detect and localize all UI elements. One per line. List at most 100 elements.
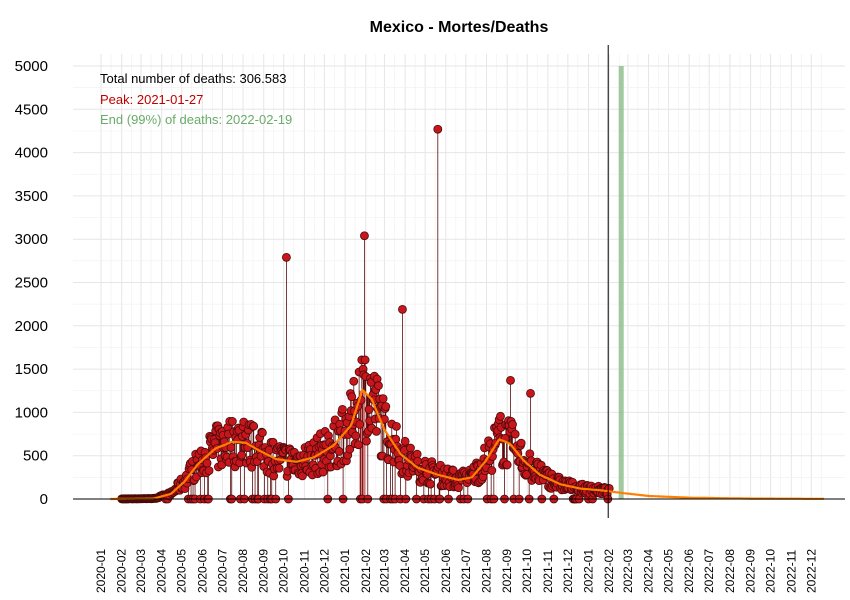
y-tick-label: 2500 [15, 275, 48, 292]
data-point [360, 355, 370, 365]
x-tick-label: 2020-07 [215, 549, 229, 593]
data-point [264, 445, 274, 455]
x-tick-label: 2021-06 [439, 549, 453, 593]
data-point [237, 450, 247, 460]
x-tick-label: 2021-12 [561, 549, 575, 593]
data-point [274, 463, 284, 473]
smooth-curve [110, 387, 824, 501]
x-tick-label: 2021-04 [398, 549, 412, 593]
data-point [433, 124, 443, 134]
y-tick-label: 3500 [15, 188, 48, 205]
data-point [257, 428, 267, 438]
data-point [345, 444, 355, 454]
y-tick-label: 0 [40, 491, 48, 508]
data-point [426, 479, 435, 489]
x-tick-label: 2022-10 [764, 549, 778, 593]
end-band [618, 66, 624, 499]
y-tick-label: 2000 [15, 318, 48, 335]
data-point [378, 394, 388, 404]
data-point [372, 426, 381, 436]
x-tick-label: 2021-09 [500, 549, 514, 593]
data-point [282, 252, 291, 262]
y-tick-label: 5000 [15, 58, 48, 75]
data-point [338, 404, 347, 414]
data-point [204, 466, 214, 476]
data-point [298, 471, 307, 481]
data-point [454, 483, 463, 493]
data-point [318, 467, 328, 477]
data-point [487, 466, 497, 475]
x-tick-label: 2021-01 [338, 549, 352, 593]
x-tick-label: 2021-05 [418, 549, 432, 593]
x-tick-label: 2020-03 [134, 549, 148, 593]
y-tick-label: 4000 [15, 145, 48, 162]
x-tick-label: 2022-07 [702, 549, 716, 593]
data-point [347, 392, 357, 402]
x-tick-label: 2022-05 [662, 549, 676, 593]
data-point [392, 421, 401, 431]
grid-lines [73, 54, 845, 500]
data-point [364, 405, 374, 414]
data-point [448, 465, 458, 475]
x-tick-label: 2021-02 [359, 549, 373, 593]
data-point [349, 376, 359, 386]
x-tick-label: 2021-10 [520, 549, 534, 593]
data-point [362, 436, 371, 446]
data-point [398, 304, 407, 314]
data-point [508, 420, 517, 429]
x-tick-label: 2020-08 [236, 549, 250, 593]
x-tick-labels: 2020-01 2020-02 2020-03 2020-04 2020-05 2020-… [94, 549, 818, 593]
data-point [496, 411, 505, 421]
data-point [516, 438, 526, 448]
x-tick-label: 2020-10 [277, 549, 291, 593]
data-point [400, 436, 410, 446]
x-tick-label: 2020-11 [297, 550, 311, 593]
x-tick-label: 2020-01 [94, 549, 108, 593]
x-tick-label: 2022-12 [804, 549, 818, 593]
y-tick-label: 500 [23, 448, 48, 465]
x-tick-label: 2022-04 [642, 549, 656, 593]
data-point [227, 417, 237, 426]
x-tick-label: 2022-11 [784, 550, 798, 593]
data-point [249, 421, 259, 431]
data-point [360, 231, 369, 241]
x-tick-label: 2022-03 [621, 549, 635, 593]
x-tick-label: 2022-09 [744, 549, 758, 593]
x-tick-label: 2022-08 [723, 549, 737, 593]
x-tick-label: 2021-08 [479, 549, 493, 593]
y-tick-labels: 0 500 1000 1500 2000 2500 3000 3500 4000 4500 5000 [15, 58, 48, 508]
y-tick-label: 1500 [15, 361, 48, 378]
x-tick-label: 2022-02 [602, 549, 616, 593]
y-tick-label: 4500 [15, 101, 48, 118]
data-point [526, 388, 535, 398]
data-point [525, 449, 535, 459]
x-tick-label: 2021-03 [377, 549, 391, 593]
x-tick-label: 2020-09 [257, 549, 271, 593]
y-tick-label: 1000 [15, 404, 48, 421]
data-point [354, 440, 363, 450]
x-tick-label: 2021-07 [459, 549, 473, 593]
annotation-total: Total number of deaths: 306.583 [100, 71, 286, 86]
data-point [502, 460, 512, 470]
data-point [351, 431, 361, 441]
data-point [226, 442, 236, 452]
data-point [381, 402, 391, 411]
data-point [268, 437, 278, 447]
x-tick-label: 2020-12 [317, 549, 331, 593]
y-tick-label: 3000 [15, 231, 48, 248]
annotation-end: End (99%) of deaths: 2022-02-19 [100, 112, 292, 127]
data-point [374, 381, 383, 391]
data-point [355, 420, 365, 429]
x-tick-label: 2020-02 [115, 549, 129, 593]
data-point [510, 429, 520, 439]
x-tick-label: 2020-06 [195, 549, 209, 593]
x-tick-label: 2021-11 [541, 550, 555, 593]
x-tick-label: 2022-01 [582, 549, 596, 593]
data-point [334, 447, 344, 456]
data-point [413, 456, 423, 466]
x-tick-label: 2022-06 [682, 549, 696, 593]
data-point [202, 458, 212, 468]
x-tick-label: 2020-05 [175, 549, 189, 593]
chart-title: Mexico - Mortes/Deaths [370, 19, 549, 36]
x-tick-label: 2020-04 [155, 549, 169, 593]
